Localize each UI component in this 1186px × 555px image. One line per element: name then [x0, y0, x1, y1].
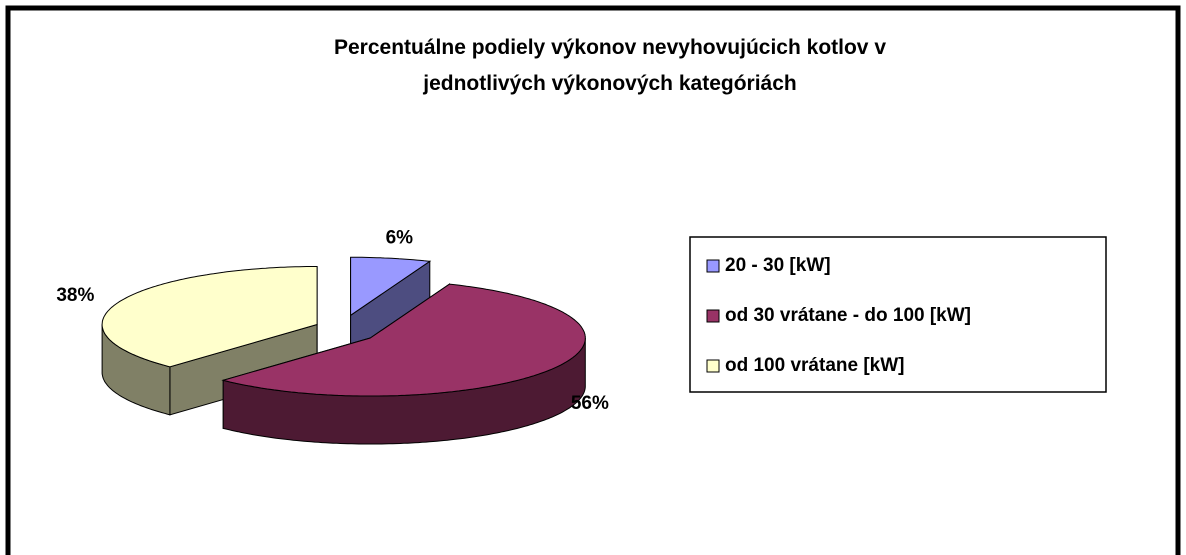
legend-swatch: [706, 259, 720, 273]
legend-swatch: [706, 309, 720, 323]
chart-frame: [5, 5, 1181, 555]
legend-box: [689, 236, 1107, 393]
data-label: 6%: [386, 228, 414, 249]
data-label: 56%: [571, 393, 609, 414]
legend-label: 20 - 30 [kW]: [725, 255, 831, 276]
pie-slice: [350, 256, 432, 317]
pie-slice: [221, 283, 586, 397]
legend-label: od 100 vrátane [kW]: [725, 355, 905, 376]
legend-label: od 30 vrátane - do 100 [kW]: [725, 305, 971, 326]
chart-title: Percentuálne podiely výkonov nevyhovujúc…: [334, 36, 886, 95]
data-label: 38%: [56, 285, 94, 306]
legend-swatch: [706, 359, 720, 373]
pie-slice: [101, 266, 318, 368]
